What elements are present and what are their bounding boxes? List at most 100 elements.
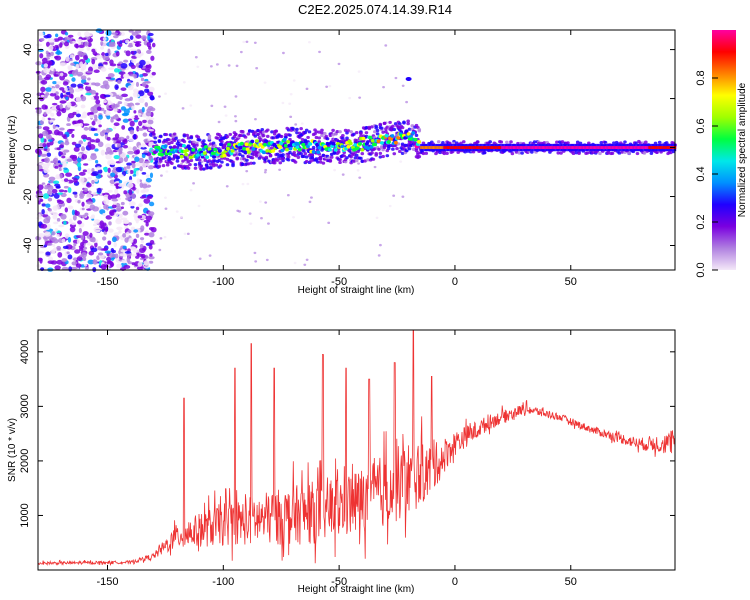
track-core <box>205 155 210 159</box>
noise-blob <box>288 102 292 105</box>
noise-blob <box>48 134 52 140</box>
track-halo <box>295 131 299 135</box>
noise-blob <box>87 259 95 265</box>
track-halo <box>381 130 385 134</box>
noise-blob <box>106 114 111 120</box>
noise-blob <box>109 159 114 164</box>
track-core <box>639 146 641 150</box>
noise-blob <box>117 197 122 201</box>
noise-blob <box>114 188 119 195</box>
noise-blob <box>51 231 56 236</box>
track-core <box>246 150 251 154</box>
track-core <box>466 146 468 150</box>
noise-blob <box>92 223 98 227</box>
noise-blob <box>56 81 62 85</box>
noise-blob <box>77 119 81 124</box>
noise-blob <box>151 42 156 48</box>
track-core <box>264 139 269 143</box>
track-core <box>530 146 532 150</box>
track-halo <box>165 163 170 167</box>
noise-blob <box>80 67 85 72</box>
track-core <box>436 146 438 150</box>
track-halo <box>272 161 277 165</box>
track-core <box>271 149 276 153</box>
track-core <box>424 146 427 150</box>
track-halo <box>644 140 648 144</box>
track-core <box>643 146 645 150</box>
noise-blob <box>137 127 145 131</box>
noise-blob <box>91 82 97 86</box>
track-halo <box>349 130 353 134</box>
track-halo <box>185 133 189 137</box>
noise-blob <box>100 149 105 156</box>
noise-blob <box>45 87 52 92</box>
track-core <box>656 146 658 150</box>
track-core <box>332 151 337 155</box>
noise-blob <box>46 54 51 58</box>
noise-blob <box>148 201 155 207</box>
noise-blob <box>163 235 167 239</box>
track-core <box>641 146 643 150</box>
noise-blob <box>96 255 100 261</box>
track-halo <box>192 140 196 144</box>
noise-blob <box>54 265 61 270</box>
noise-blob <box>135 170 139 177</box>
noise-blob <box>103 166 108 173</box>
noise-blob <box>54 44 59 49</box>
track-halo <box>247 129 252 133</box>
track-halo <box>367 126 372 131</box>
noise-blob <box>103 61 108 65</box>
track-halo <box>278 161 283 165</box>
track-halo <box>349 155 353 159</box>
track-core <box>431 146 433 150</box>
noise-blob <box>106 256 112 262</box>
noise-blob <box>59 151 63 156</box>
noise-blob <box>130 246 137 251</box>
track-core <box>495 146 497 150</box>
noise-blob <box>64 140 70 146</box>
track-core <box>632 146 634 150</box>
track-halo <box>197 161 202 165</box>
noise-blob <box>113 107 118 113</box>
track-core <box>547 146 549 150</box>
noise-blob <box>58 224 65 228</box>
track-core <box>163 144 168 149</box>
track-halo <box>314 157 319 161</box>
track-halo <box>370 151 374 155</box>
track-halo <box>320 131 324 135</box>
noise-blob <box>66 123 72 126</box>
track-halo <box>566 141 570 145</box>
track-halo <box>321 161 326 165</box>
noise-blob <box>56 111 62 117</box>
track-halo <box>250 156 255 160</box>
noise-blob <box>105 153 112 160</box>
noise-blob <box>109 41 116 47</box>
noise-blob <box>44 231 51 237</box>
track-halo <box>354 131 359 135</box>
noise-blob <box>106 260 112 264</box>
noise-blob <box>127 146 133 151</box>
noise-blob <box>110 172 116 178</box>
track-halo <box>436 140 441 144</box>
noise-blob <box>129 169 134 174</box>
track-halo <box>445 151 449 155</box>
track-halo <box>359 131 363 136</box>
track-halo <box>261 130 266 134</box>
track-core <box>578 146 581 150</box>
track-core <box>619 146 621 150</box>
track-core <box>525 146 527 150</box>
track-halo <box>175 159 180 163</box>
noise-blob <box>149 117 155 121</box>
noise-blob <box>147 32 154 37</box>
track-halo <box>186 159 191 164</box>
track-halo <box>243 135 248 139</box>
track-core <box>465 146 467 150</box>
noise-blob <box>89 144 96 150</box>
noise-blob <box>160 174 163 177</box>
snr-plot-area <box>38 330 675 570</box>
noise-blob <box>145 177 153 183</box>
track-core <box>472 146 474 150</box>
noise-blob <box>66 251 70 255</box>
track-halo <box>281 156 285 161</box>
track-core <box>542 146 545 150</box>
